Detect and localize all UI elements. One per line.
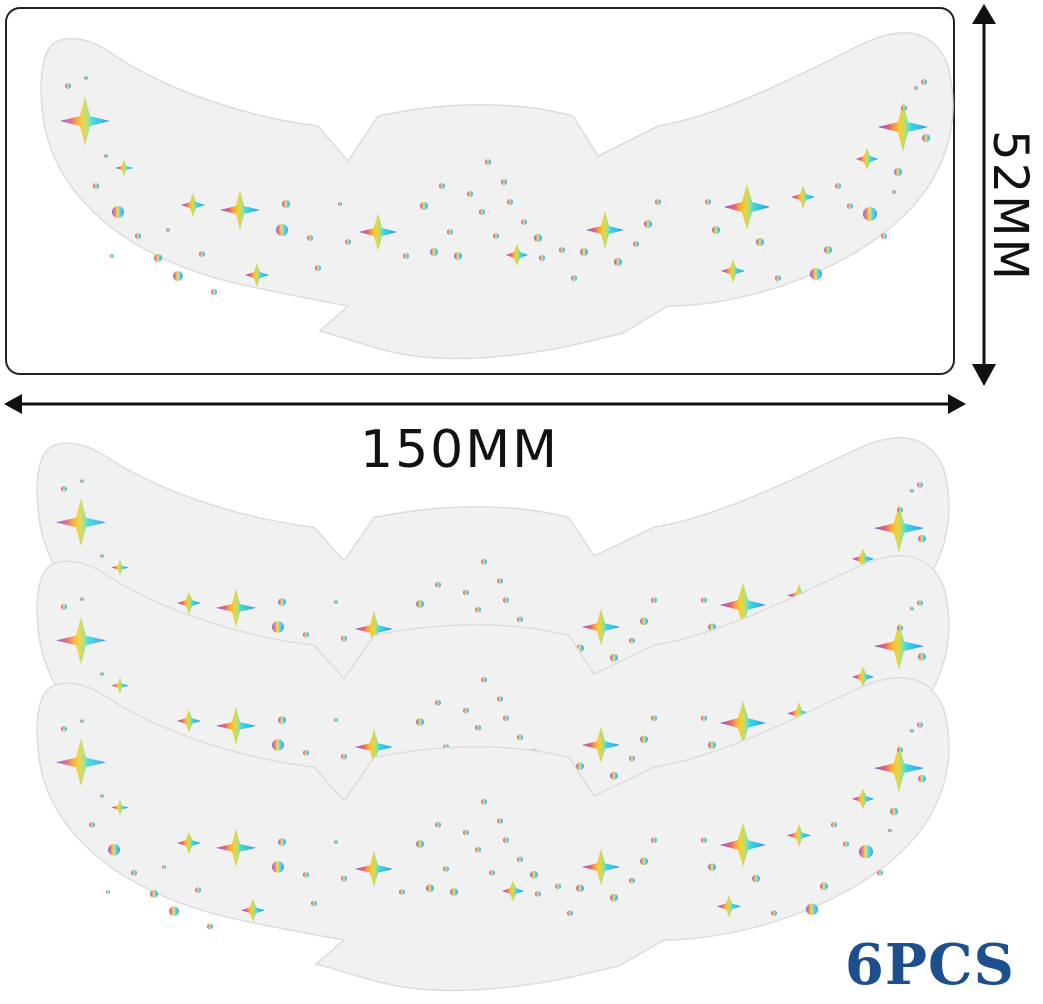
sticker-stack xyxy=(37,438,949,991)
height-label: 52MM xyxy=(982,130,1038,282)
height-arrow xyxy=(972,4,996,386)
width-arrow xyxy=(4,394,966,414)
width-label: 150MM xyxy=(360,420,559,480)
piece-count-label: 6PCS xyxy=(844,932,1015,998)
